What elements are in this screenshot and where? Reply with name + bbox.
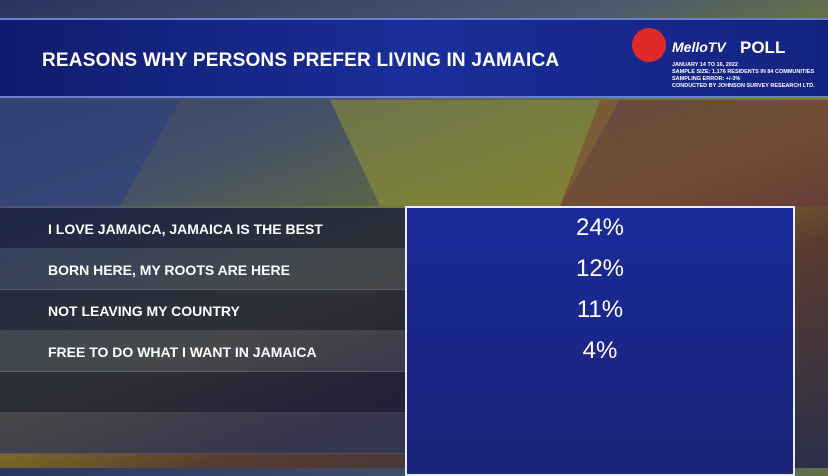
table-row [0,413,405,454]
value-column [405,206,795,476]
row-label: NOT LEAVING MY COUNTRY [48,303,240,319]
table-row: BORN HERE, MY ROOTS ARE HERE [0,249,405,290]
row-label: FREE TO DO WHAT I WANT IN JAMAICA [48,344,317,360]
info-line: JANUARY 14 TO 16, 2022 [672,62,738,68]
row-label: I LOVE JAMAICA, JAMAICA IS THE BEST [48,221,323,237]
logo [632,28,666,62]
table-row [0,372,405,413]
header: REASONS WHY PERSONS PREFER LIVING IN JAM… [0,18,828,98]
table-row: FREE TO DO WHAT I WANT IN JAMAICA [0,331,405,372]
row-value: 24% [575,214,625,241]
row-value: 4% [582,337,618,364]
brand: MelloTV [672,39,726,55]
table-row: I LOVE JAMAICA, JAMAICA IS THE BEST [0,208,405,249]
row-label: BORN HERE, MY ROOTS ARE HERE [48,262,290,278]
info-line: CONDUCTED BY JOHNSON SURVEY RESEARCH LTD… [672,83,815,89]
table-row: NOT LEAVING MY COUNTRY [0,290,405,331]
row-value: 12% [575,255,625,282]
info-line: SAMPLING ERROR: +/-3% [672,76,741,82]
title: REASONS WHY PERSONS PREFER LIVING IN JAM… [42,50,560,71]
poll-label: POLL [740,38,786,57]
row-value: 11% [576,296,624,323]
info-line: SAMPLE SIZE: 1,176 RESIDENTS IN 84 COMMU… [672,69,815,75]
